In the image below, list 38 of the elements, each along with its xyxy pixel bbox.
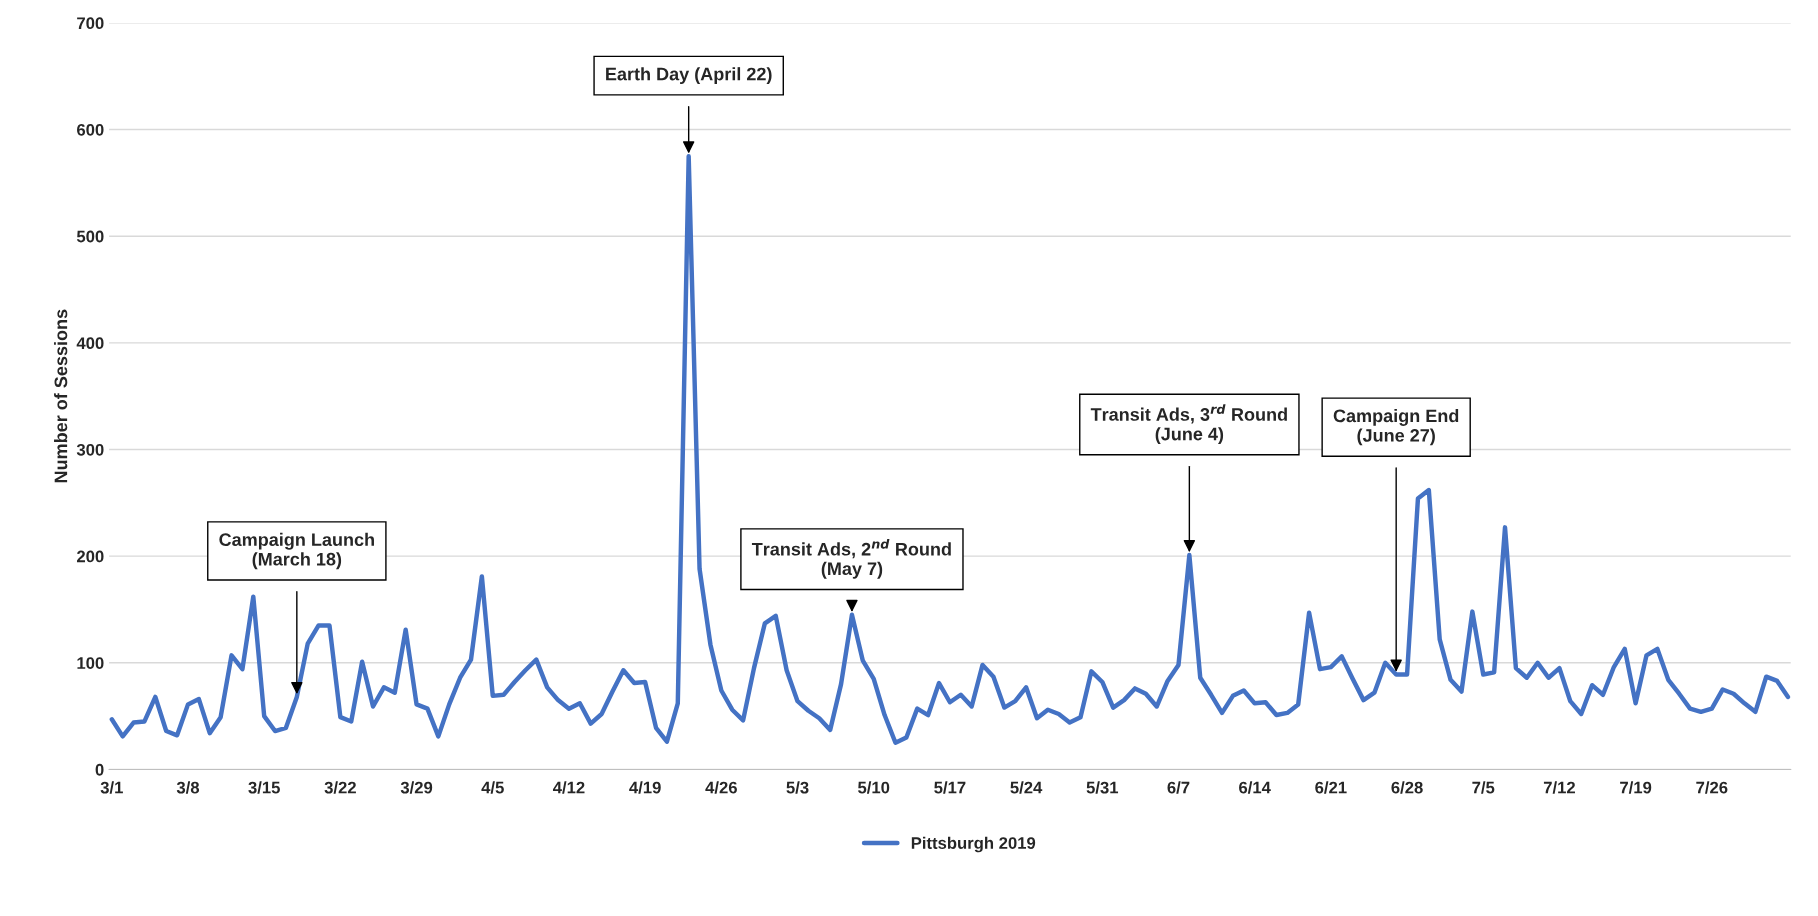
x-tick-label: 7/5 [1472, 781, 1495, 794]
y-axis-title: Number of Sessions [54, 309, 68, 483]
y-tick-label: 700 [77, 17, 104, 30]
x-tick-label: 5/17 [934, 781, 966, 794]
x-tick-label: 7/26 [1696, 781, 1728, 794]
legend-label: Pittsburgh 2019 [911, 836, 1036, 853]
x-tick-label: 4/19 [629, 781, 661, 794]
y-tick-label: 300 [76, 443, 104, 456]
x-tick-label: 7/19 [1620, 781, 1652, 794]
y-tick-label: 500 [76, 230, 104, 243]
x-tick-label: 3/8 [176, 781, 200, 794]
line-series [109, 153, 1791, 745]
x-tick-label: 3/15 [248, 781, 280, 794]
x-tick-label: 3/22 [324, 781, 356, 794]
y-tick-label: 200 [76, 550, 104, 563]
x-tick-label: 6/7 [1167, 781, 1190, 794]
x-tick-label: 3/1 [100, 781, 123, 794]
x-tick-label: 4/12 [552, 781, 585, 794]
x-tick-label: 6/14 [1239, 781, 1271, 794]
y-tick-label: 0 [95, 763, 104, 776]
annotation: Transit Ads, 2$^{nd}$ Round (May 7) [751, 538, 951, 579]
x-tick-label: 7/12 [1543, 781, 1575, 794]
annotation: Campaign End (June 27) [1333, 409, 1459, 446]
x-tick-label: 5/24 [1010, 781, 1043, 794]
annotation: Transit Ads, 3$^{rd}$ Round (June 4) [1090, 404, 1287, 444]
x-tick-label: 5/10 [858, 781, 890, 794]
x-tick-label: 6/21 [1315, 781, 1347, 794]
annotation: Earth Day (April 22) [606, 67, 772, 84]
x-tick-label: 4/5 [481, 781, 504, 794]
y-tick-label: 400 [76, 337, 104, 350]
y-tick-label: 100 [77, 657, 104, 669]
x-tick-label: 5/3 [786, 781, 809, 794]
x-tick-label: 6/28 [1391, 781, 1423, 794]
x-tick-label: 3/29 [400, 781, 433, 794]
x-tick-label: 4/26 [705, 781, 737, 794]
y-tick-label: 600 [77, 123, 104, 136]
annotation: Campaign Launch (March 18) [219, 532, 374, 570]
x-tick-label: 5/31 [1086, 781, 1119, 794]
